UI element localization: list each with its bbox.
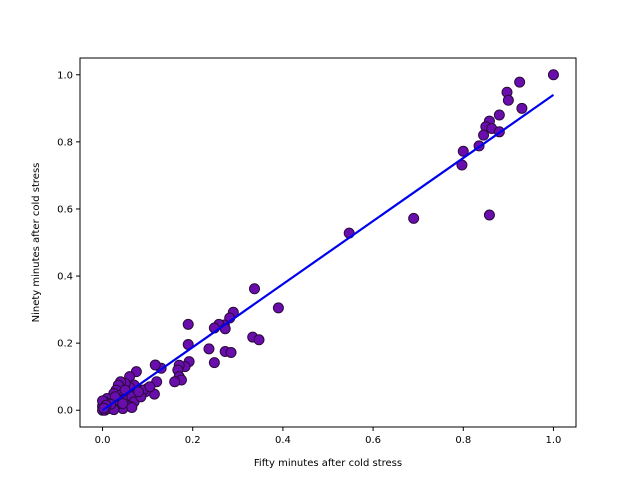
- x-tick-label-4: 0.8: [455, 435, 471, 446]
- data-point-77: [117, 398, 129, 410]
- data-point-7: [478, 129, 490, 141]
- y-axis-label: Ninety minutes after cold stress: [31, 163, 42, 323]
- data-point-14: [483, 209, 495, 221]
- x-tick-label-0: 0.0: [95, 435, 111, 446]
- data-point-1: [514, 76, 526, 88]
- data-point-39: [169, 376, 181, 388]
- data-point-18: [249, 283, 261, 295]
- data-point-78: [126, 402, 138, 414]
- y-ticks: 0.0 0.2 0.4 0.6 0.8 1.0: [57, 70, 80, 417]
- data-point-3: [502, 94, 514, 106]
- data-point-17: [272, 302, 284, 314]
- y-tick-label-5: 1.0: [57, 70, 73, 81]
- x-tick-label-3: 0.6: [365, 435, 381, 446]
- x-tick-label-2: 0.4: [275, 435, 291, 446]
- data-point-30: [225, 347, 237, 359]
- data-point-9: [493, 109, 505, 121]
- data-point-4: [516, 102, 528, 114]
- regression-line: [101, 93, 555, 412]
- y-tick-label-4: 0.8: [57, 137, 73, 148]
- y-tick-label-2: 0.4: [57, 272, 73, 283]
- data-point-31: [182, 318, 194, 330]
- data-point-82: [133, 386, 145, 398]
- y-tick-label-1: 0.2: [57, 339, 73, 350]
- data-point-27: [203, 343, 215, 355]
- data-point-20: [253, 334, 265, 346]
- x-axis-label: Fifty minutes after cold stress: [254, 458, 402, 469]
- x-tick-label-1: 0.2: [185, 435, 201, 446]
- x-tick-label-5: 1.0: [546, 435, 562, 446]
- x-ticks: 0.0 0.2 0.4 0.6 0.8 1.0: [95, 427, 562, 446]
- y-tick-label-0: 0.0: [57, 406, 73, 417]
- data-point-28: [208, 357, 220, 369]
- plot-frame: [79, 57, 577, 428]
- fit-line-layer: [101, 93, 555, 412]
- data-point-80: [144, 381, 156, 393]
- data-point-15: [408, 212, 420, 224]
- y-tick-label-3: 0.6: [57, 204, 73, 215]
- data-point-12: [457, 145, 469, 157]
- data-point-0: [547, 69, 559, 81]
- data-point-41: [149, 359, 161, 371]
